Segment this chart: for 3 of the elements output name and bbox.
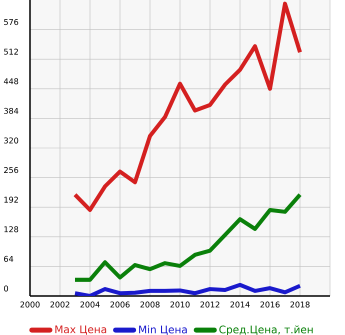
legend-label: Max Цена <box>55 326 106 335</box>
legend-label: Min Цена <box>139 325 187 335</box>
legend-label: Сред.Цена, т.йен <box>219 325 313 335</box>
